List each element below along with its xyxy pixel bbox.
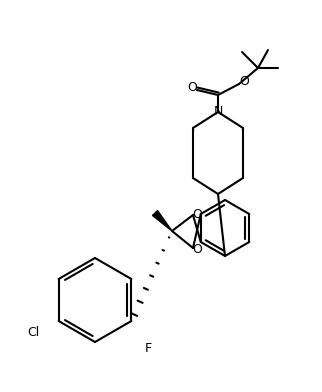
Text: O: O [187, 80, 197, 94]
Text: O: O [239, 74, 249, 87]
Text: F: F [145, 341, 152, 354]
Polygon shape [152, 211, 172, 231]
Text: N: N [213, 105, 223, 118]
Text: O: O [192, 207, 202, 221]
Text: Cl: Cl [27, 327, 39, 339]
Text: O: O [192, 243, 202, 256]
